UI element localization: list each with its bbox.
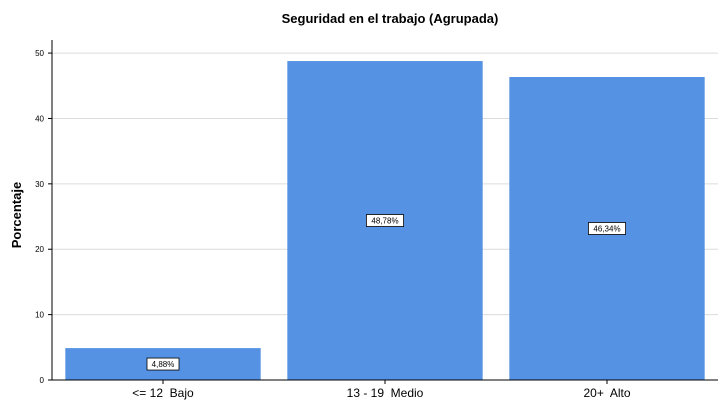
y-axis-ticks: 0 10 20 30 40 50 — [35, 49, 52, 385]
data-label: 4,88% — [152, 360, 175, 369]
x-tick-label: 20+ Alto — [583, 386, 630, 400]
data-label: 48,78% — [371, 217, 398, 226]
y-tick-label: 0 — [40, 376, 45, 385]
data-label-box — [588, 222, 627, 235]
y-tick-label: 30 — [35, 180, 44, 189]
x-axis-ticks: <= 12 Bajo 13 - 19 Medio 20+ Alto — [132, 380, 631, 400]
x-tick-label: 13 - 19 Medio — [347, 386, 424, 400]
y-tick-label: 40 — [35, 114, 44, 123]
y-tick-label: 50 — [35, 49, 44, 58]
y-tick-label: 10 — [35, 311, 44, 320]
y-axis-label: Porcentaje — [9, 182, 24, 248]
x-tick-label: <= 12 Bajo — [132, 386, 194, 400]
chart-title: Seguridad en el trabajo (Agrupada) — [282, 11, 499, 26]
data-label: 46,34% — [593, 225, 620, 234]
y-tick-label: 20 — [35, 245, 44, 254]
data-label-box — [365, 214, 404, 227]
data-label-box — [146, 357, 180, 371]
data-labels: 4,88% 48,78% 46,34% — [146, 214, 627, 371]
